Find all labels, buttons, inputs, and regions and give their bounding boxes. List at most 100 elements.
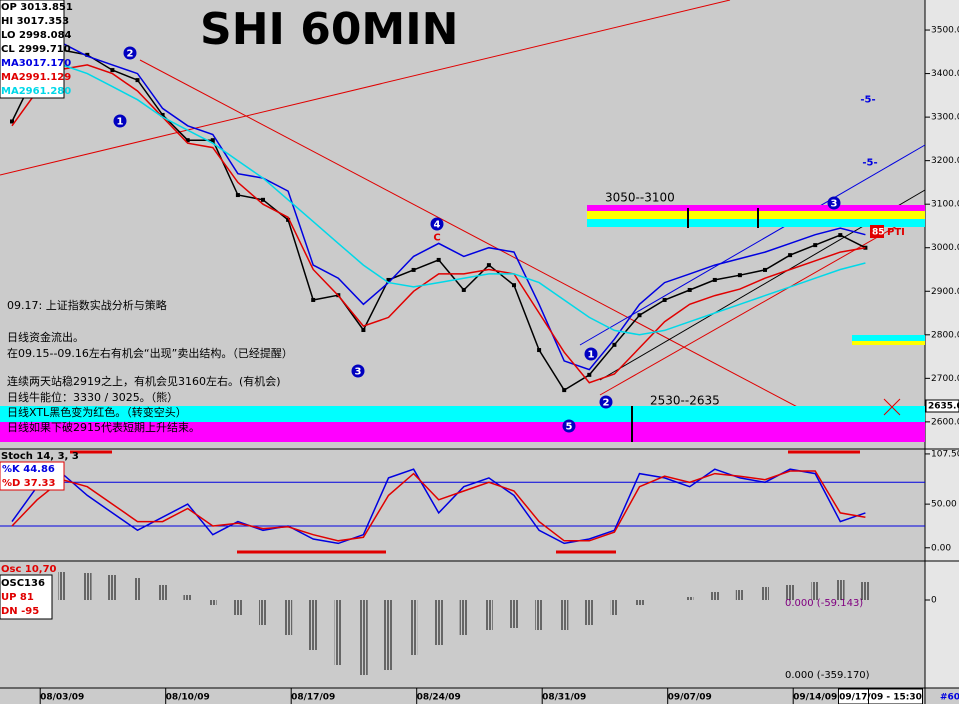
- osc-bar: [484, 600, 493, 630]
- wave-label: -5-: [860, 95, 875, 106]
- osc-bar: [183, 595, 192, 600]
- price-point: [562, 388, 567, 393]
- series-line: [11, 64, 866, 384]
- readout: DN -95: [1, 606, 39, 617]
- zone-label: 2530--2635: [650, 394, 720, 408]
- price-point: [612, 342, 617, 347]
- axis-panel: [925, 0, 959, 688]
- price-point: [160, 112, 165, 117]
- y-tick-label: 50.00: [931, 500, 957, 510]
- wave-marker: [351, 364, 365, 378]
- level-label: 0.000 (-359.170): [785, 670, 870, 681]
- legend-box: [0, 461, 65, 491]
- osc-bar: [384, 600, 393, 670]
- osc-bar: [761, 587, 769, 600]
- wave-label: 4: [434, 220, 441, 231]
- wave-label: 3: [355, 367, 362, 378]
- wave-marker: [827, 196, 841, 210]
- osc-bar: [58, 572, 67, 600]
- y-tick-label: 3000.00: [931, 243, 959, 253]
- pti-label: PTI: [887, 227, 905, 238]
- trend-line: [599, 209, 926, 396]
- price-point: [210, 138, 215, 143]
- y-tick-label: 2800.00: [931, 330, 959, 340]
- price-point: [512, 283, 516, 288]
- price-point: [712, 277, 717, 282]
- y-tick-label: 3100.00: [931, 200, 959, 210]
- wave-label: 3: [831, 199, 838, 210]
- wave-marker: [430, 217, 444, 231]
- note: 在09.15--09.16左右有机会“出现”卖出结构。（已经提醒）: [7, 346, 293, 360]
- price-point: [10, 119, 14, 124]
- osc-bar: [259, 600, 267, 625]
- osc-bar: [685, 597, 694, 600]
- osc-bar: [284, 600, 293, 635]
- readout: OP 3013.851: [1, 2, 73, 13]
- series-line: [11, 470, 866, 542]
- osc-bar: [836, 580, 845, 600]
- osc-bar: [861, 582, 870, 600]
- osc-bar: [309, 600, 318, 650]
- panel-title: Osc 10,70: [1, 564, 57, 575]
- osc-bar: [108, 575, 117, 600]
- price-point: [85, 52, 90, 57]
- osc-bar: [635, 600, 644, 605]
- osc-bar: [459, 600, 468, 635]
- price-point: [687, 287, 692, 292]
- osc-bar: [585, 600, 594, 625]
- osc-bar: [83, 573, 92, 600]
- cross-marker: [883, 398, 901, 416]
- x-tick-label: 09/07/09: [668, 693, 712, 703]
- x-tick-label: 09/14/09: [793, 693, 837, 703]
- price-point: [838, 233, 843, 238]
- note: 09.17: 上证指数实战分析与策略: [7, 298, 167, 312]
- price-tag-bg: [925, 399, 959, 413]
- readout: UP 81: [1, 592, 34, 603]
- y-tick-label: 0.00: [931, 543, 951, 553]
- price-point: [261, 197, 265, 202]
- zone: [852, 341, 925, 345]
- x-tick-label: 08/17/09: [291, 693, 335, 703]
- osc-bar: [811, 582, 820, 600]
- panel-title: Stoch 14, 3, 3: [1, 451, 79, 462]
- wave-marker: [584, 347, 598, 361]
- y-tick-label: 3400.00: [931, 69, 959, 79]
- price-point: [135, 78, 140, 83]
- y-tick-label: 3200.00: [931, 156, 959, 166]
- x-tick-label: 08/31/09: [542, 693, 586, 703]
- readout: CL 2999.710: [1, 44, 71, 55]
- note: 连续两天站稳2919之上，有机会见3160左右。(有机会): [7, 374, 281, 388]
- note: 日线牛能位：3330 / 3025。（熊）: [7, 390, 178, 404]
- legend-entry: %K 44.86: [2, 464, 55, 475]
- osc-bar: [158, 585, 167, 600]
- pti-value: 85: [872, 228, 885, 238]
- pti-bg: [870, 225, 884, 238]
- zone: [587, 205, 925, 211]
- readout: OSC136: [1, 578, 45, 589]
- price-point: [737, 273, 742, 278]
- wave-label: -5-: [862, 158, 877, 169]
- price-point: [461, 287, 466, 292]
- y-tick-label: 3300.00: [931, 113, 959, 123]
- price-tag: 2635.0: [928, 402, 959, 412]
- wave-label: 1: [117, 117, 124, 128]
- zone: [852, 335, 925, 341]
- price-point: [788, 253, 793, 258]
- bar-count: #60: [940, 693, 959, 703]
- legend-entry: %D 37.33: [2, 478, 55, 489]
- legend-entry: MA2961.280: [1, 86, 71, 97]
- note: 日线XTL黑色变为红色。（转变空头）: [7, 405, 187, 419]
- osc-bar: [560, 600, 569, 630]
- x-tick-label: 08/03/09: [40, 693, 84, 703]
- price-point: [386, 277, 391, 282]
- wave-label: 5: [566, 422, 573, 433]
- price-point: [763, 267, 767, 272]
- chart-title: SHI 60MIN: [200, 4, 458, 55]
- wave-marker: [123, 46, 137, 60]
- osc-bar: [133, 578, 142, 600]
- zone-label: 3050--3100: [605, 191, 675, 205]
- series-line: [11, 42, 866, 371]
- wave-label: 1: [588, 350, 595, 361]
- readout-box: [0, 0, 65, 99]
